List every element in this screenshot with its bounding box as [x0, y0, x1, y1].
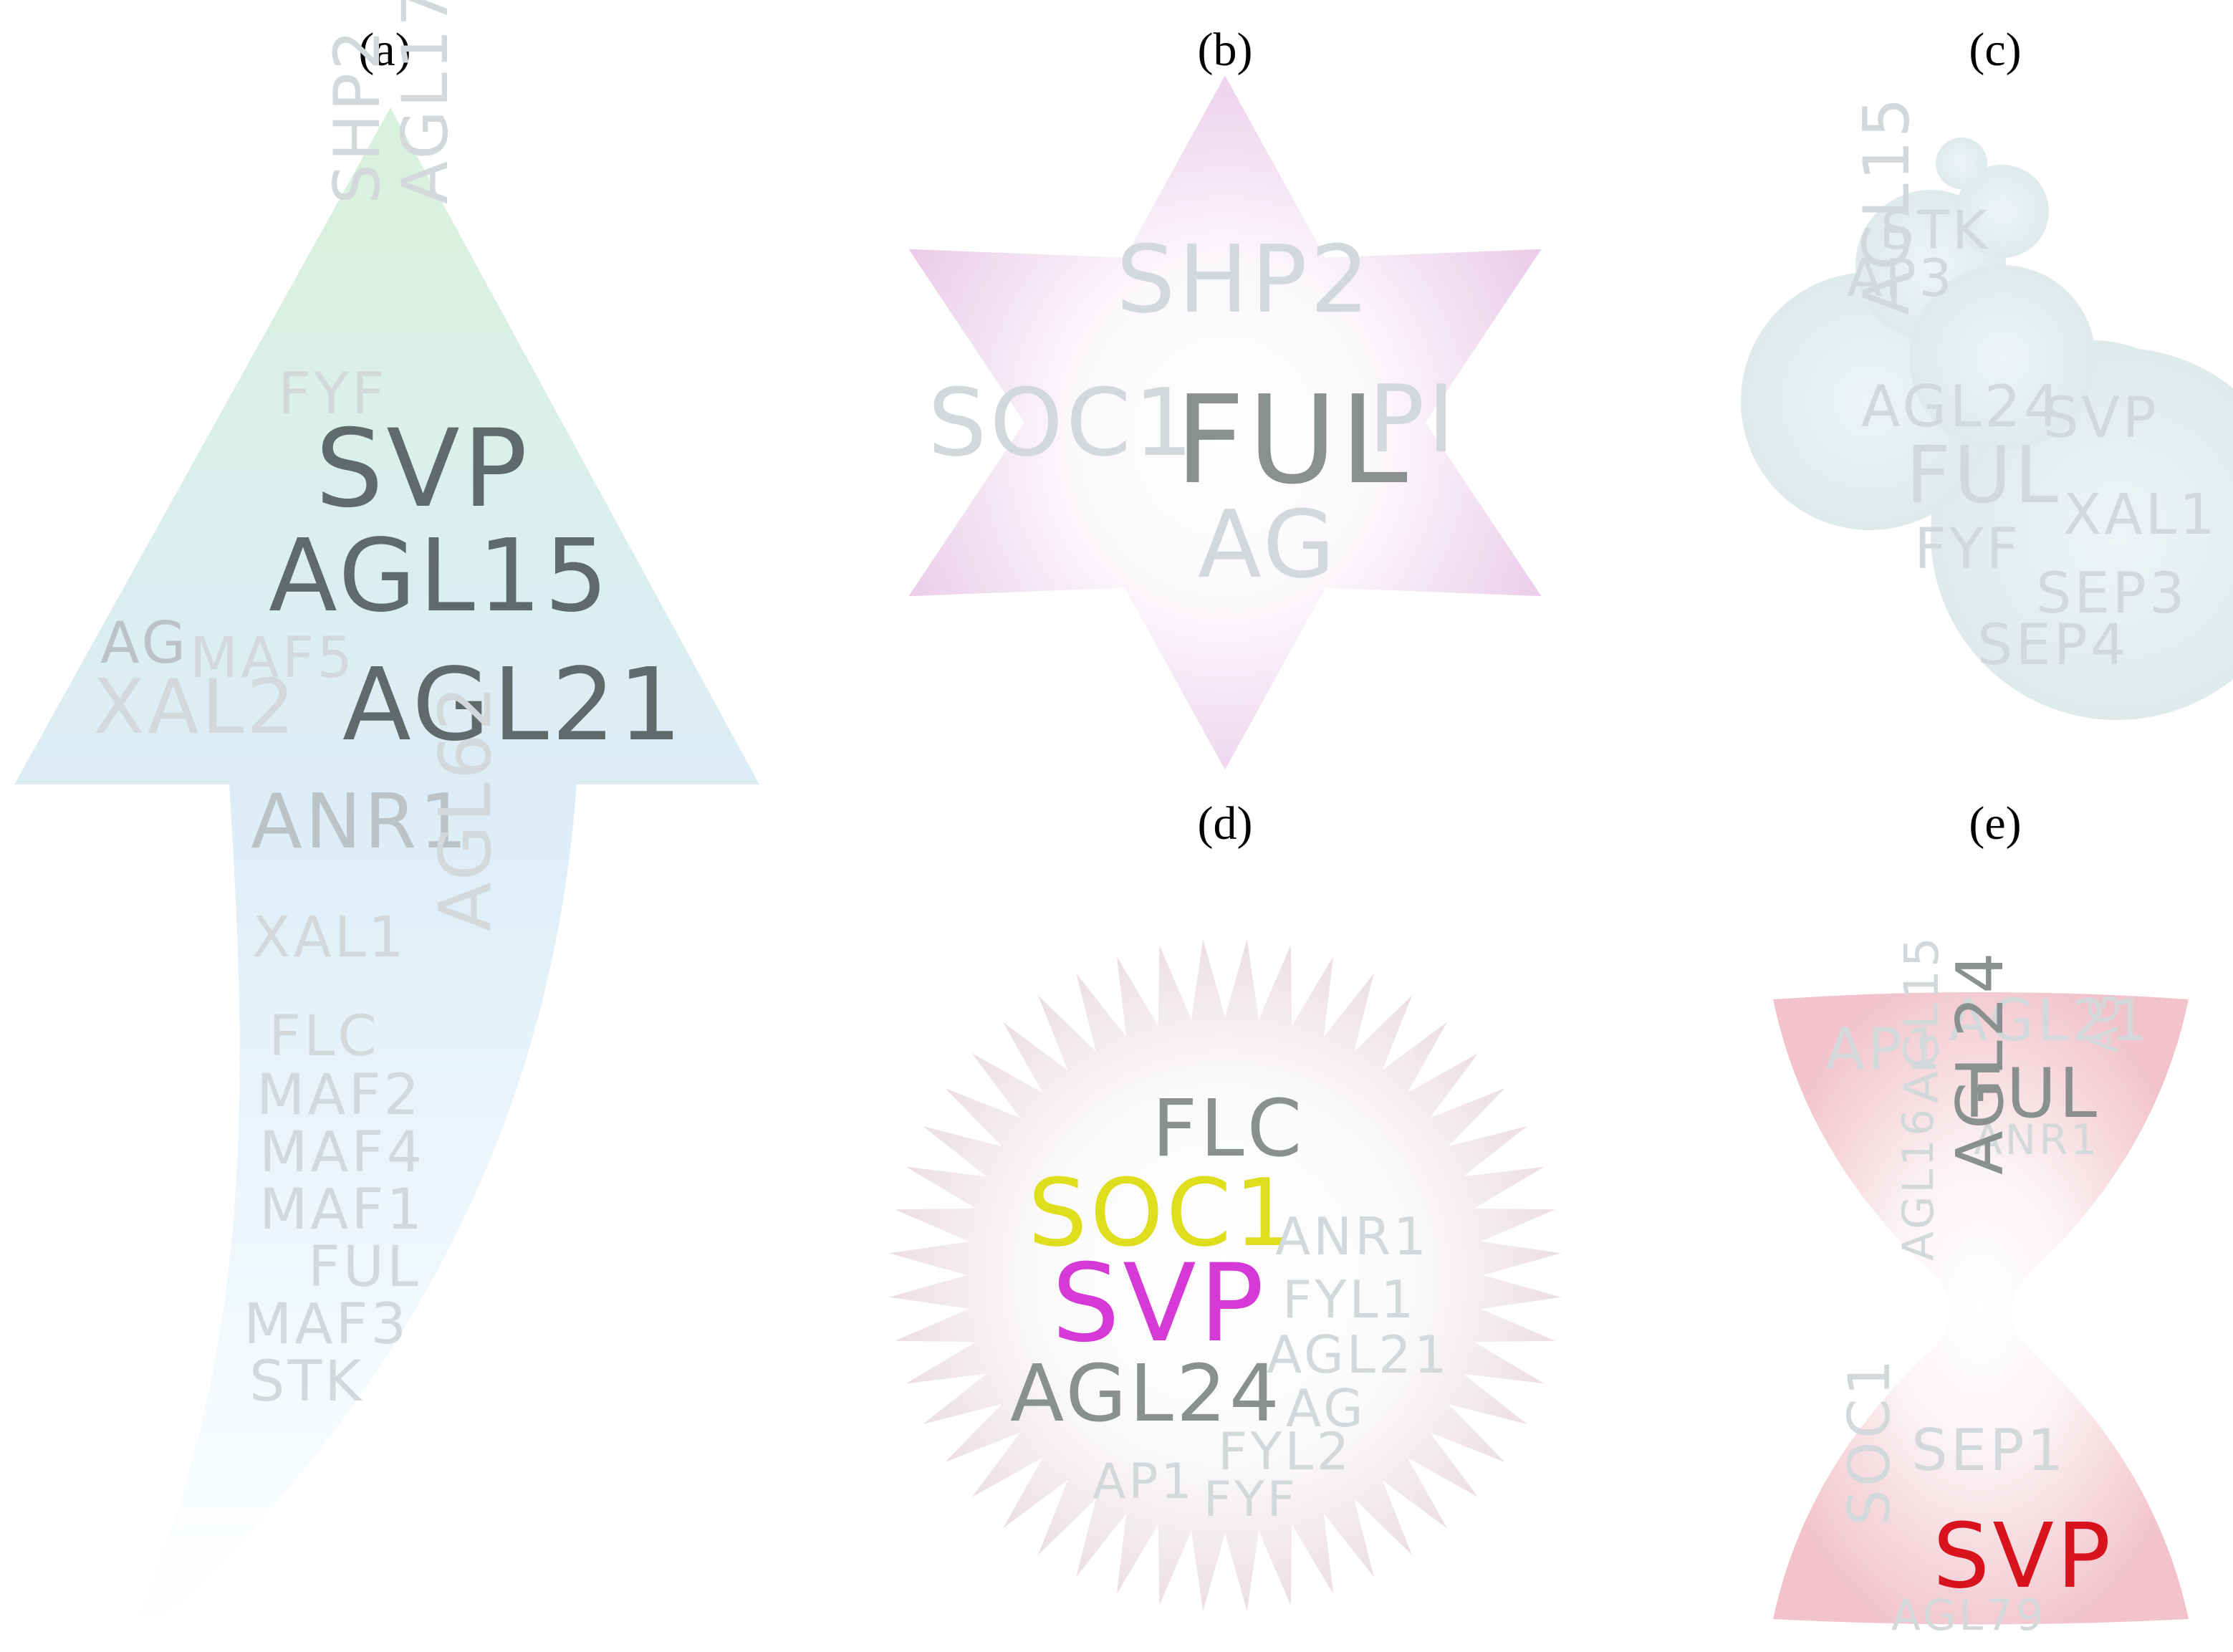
word-a-maf2: MAF2	[256, 1063, 423, 1128]
word-d-fyl1: FYL1	[1282, 1269, 1417, 1330]
word-a-maf1: MAF1	[259, 1178, 426, 1242]
word-b-ful: FUL	[1175, 370, 1411, 512]
word-e-agl15: AGL15	[1894, 934, 1949, 1103]
word-a-agl15: AGL15	[269, 518, 611, 635]
word-a-agl62: AGL62	[423, 682, 507, 931]
panel-label-b: (b)	[1197, 24, 1253, 76]
word-b-soc1: SOC1	[928, 368, 1196, 477]
word-c-ful: FUL	[1906, 429, 2062, 521]
word-b-pi: PI	[1368, 365, 1458, 474]
word-a-flc: FLC	[269, 1004, 380, 1069]
word-e-anr1: ANR1	[1974, 1115, 2100, 1164]
word-c-sep3: SEP3	[2036, 562, 2188, 626]
word-d-flc: FLC	[1152, 1082, 1305, 1174]
word-a-ful: FUL	[308, 1235, 421, 1300]
word-e-svp: SVP	[1933, 1504, 2114, 1608]
word-a-anr1: ANR1	[251, 778, 471, 865]
word-d-fyl2: FYL2	[1218, 1421, 1353, 1481]
hourglass-shape	[1773, 992, 2189, 1625]
word-e-ag: AG	[2081, 990, 2127, 1053]
bubble-shape-7	[1909, 265, 2095, 451]
word-a-agl17: AGL17	[388, 0, 462, 204]
word-e-agl16: AGL16	[1893, 1105, 1944, 1261]
word-d-anr1: ANR1	[1275, 1206, 1429, 1267]
sunburst-shape	[889, 939, 1561, 1611]
word-b-shp2: SHP2	[1116, 225, 1373, 334]
bubble-shape-6	[1936, 138, 1987, 189]
word-a-agl21: AGL21	[342, 647, 685, 764]
word-c-fyf: FYF	[1914, 517, 2022, 582]
word-c-agl15: AGL15	[1850, 95, 1924, 315]
word-a-stk: STK	[249, 1350, 365, 1414]
word-e-agl24: AGL24	[1943, 949, 2018, 1175]
word-e-soc1: SOC1	[1836, 1356, 1903, 1526]
word-a-maf4: MAF4	[259, 1120, 426, 1185]
panel-label-d: (d)	[1197, 797, 1253, 850]
bubble-shape-5	[1956, 165, 2049, 258]
word-c-svp: SVP	[2043, 386, 2159, 451]
word-a-maf3: MAF3	[244, 1292, 410, 1357]
word-c-sep4: SEP4	[1977, 613, 2129, 678]
word-a-shp2: SHP2	[320, 27, 394, 204]
arrow-shape	[14, 107, 759, 1641]
word-e-ful: FUL	[1964, 1055, 2100, 1133]
panel-label-e: (e)	[1969, 797, 2022, 850]
word-a-xal1: XAL1	[252, 906, 407, 970]
word-d-ag: AG	[1286, 1378, 1366, 1439]
word-d-agl24: AGL24	[1010, 1348, 1282, 1439]
panel-label-a: (a)	[358, 24, 411, 76]
word-d-fyf: FYF	[1204, 1471, 1298, 1528]
word-a-svp: SVP	[315, 407, 531, 532]
word-e-agl79: AGL79	[1891, 1590, 2047, 1641]
word-c-stk: STK	[1881, 200, 1990, 261]
word-d-agl21: AGL21	[1267, 1325, 1450, 1385]
word-e-ap1: AP1	[1825, 1016, 1944, 1082]
word-c-agl24: AGL24	[1861, 373, 2063, 440]
star-shape	[908, 75, 1542, 770]
word-a-xal2: XAL2	[93, 663, 298, 751]
word-d-ap1: AP1	[1093, 1454, 1195, 1510]
word-d-svp: SVP	[1052, 1242, 1267, 1366]
panel-label-c: (c)	[1969, 24, 2022, 76]
word-c-xal1: XAL1	[2063, 483, 2218, 547]
word-a-ag: AG	[100, 610, 189, 676]
word-a-fyf: FYF	[278, 360, 388, 427]
word-e-sep1: SEP1	[1911, 1417, 2067, 1484]
word-d-soc1: SOC1	[1028, 1158, 1297, 1267]
word-c-ap3: AP3	[1847, 248, 1955, 308]
word-e-agl21: AGL21	[1949, 987, 2151, 1054]
word-b-ag: AG	[1198, 490, 1338, 599]
word-a-maf5: MAF5	[190, 626, 356, 691]
